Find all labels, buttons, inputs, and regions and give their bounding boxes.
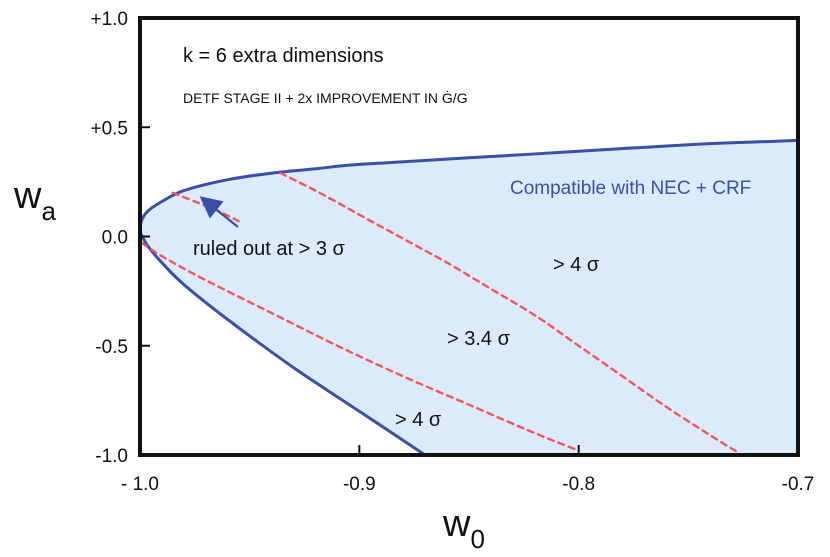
y-tick-label: -0.5 (95, 337, 128, 358)
x-tick-label: - 1.0 (121, 474, 159, 495)
y-axis-label-main: w (13, 175, 42, 217)
ruled-out-arrow (199, 196, 239, 228)
boundary-line (140, 138, 798, 455)
compatible-label: Compatible with NEC + CRF (510, 178, 751, 199)
x-axis-label-sub: 0 (470, 524, 484, 554)
x-tick-label: -0.7 (782, 474, 815, 495)
x-axis-label: w0 (442, 503, 485, 554)
y-axis-label: wa (13, 175, 56, 226)
chart-subtitle: DETF STAGE II + 2x IMPROVEMENT IN Ġ/G (183, 89, 468, 106)
sigma4-upper-label: > 4 σ (553, 254, 600, 276)
ruled-out-label: ruled out at > 3 σ (193, 238, 346, 260)
x-tick-label: -0.8 (562, 474, 595, 495)
y-tick-label: 0.0 (102, 228, 128, 249)
sigma4-lower-label: > 4 σ (395, 409, 442, 431)
y-tick-label: +0.5 (90, 118, 128, 139)
compatible-region-fill (140, 140, 798, 455)
sigma34-label: > 3.4 σ (447, 328, 511, 350)
chart-subtitle-prefix: DETF STAGE II + 2x IMPROVEMENT IN (183, 90, 442, 106)
x-axis-label-main: w (442, 503, 471, 545)
chart-subtitle-math: Ġ/G (442, 89, 468, 106)
y-tick-label: +1.0 (90, 9, 128, 30)
chart-title: k = 6 extra dimensions (183, 45, 384, 67)
x-tick-label: -0.9 (343, 474, 376, 495)
y-tick-label: -1.0 (95, 446, 128, 467)
y-axis-label-sub: a (41, 196, 56, 226)
sigma-contour-1 (141, 241, 580, 452)
sigma-contour-3 (279, 171, 740, 454)
